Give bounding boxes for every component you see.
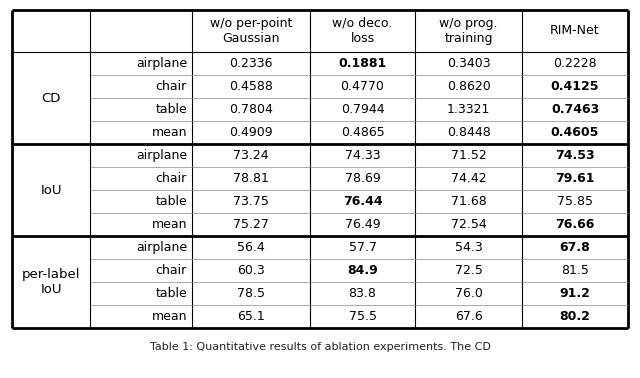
Text: 0.8620: 0.8620 <box>447 80 490 93</box>
Text: w/o prog.
training: w/o prog. training <box>439 17 498 45</box>
Text: 0.1881: 0.1881 <box>339 57 387 70</box>
Text: 81.5: 81.5 <box>561 264 589 277</box>
Text: 80.2: 80.2 <box>559 310 591 323</box>
Text: 76.66: 76.66 <box>556 218 595 231</box>
Text: table: table <box>156 103 187 116</box>
Text: 91.2: 91.2 <box>559 287 591 300</box>
Text: 78.81: 78.81 <box>233 172 269 185</box>
Text: 0.2228: 0.2228 <box>553 57 597 70</box>
Text: 60.3: 60.3 <box>237 264 265 277</box>
Text: mean: mean <box>152 310 187 323</box>
Text: 0.4770: 0.4770 <box>340 80 385 93</box>
Text: airplane: airplane <box>136 57 187 70</box>
Text: 71.52: 71.52 <box>451 149 486 162</box>
Text: mean: mean <box>152 126 187 139</box>
Text: 0.7944: 0.7944 <box>340 103 384 116</box>
Text: 54.3: 54.3 <box>454 241 483 254</box>
Text: 0.7463: 0.7463 <box>551 103 599 116</box>
Text: 0.8448: 0.8448 <box>447 126 490 139</box>
Text: 74.33: 74.33 <box>345 149 380 162</box>
Text: 0.4865: 0.4865 <box>340 126 385 139</box>
Text: 65.1: 65.1 <box>237 310 265 323</box>
Text: 75.85: 75.85 <box>557 195 593 208</box>
Text: w/o per-point
Gaussian: w/o per-point Gaussian <box>210 17 292 45</box>
Text: table: table <box>156 195 187 208</box>
Text: 1.3321: 1.3321 <box>447 103 490 116</box>
Text: 0.7804: 0.7804 <box>229 103 273 116</box>
Text: 67.6: 67.6 <box>454 310 483 323</box>
Text: 56.4: 56.4 <box>237 241 265 254</box>
Text: table: table <box>156 287 187 300</box>
Text: 78.5: 78.5 <box>237 287 265 300</box>
Text: mean: mean <box>152 218 187 231</box>
Text: 0.4605: 0.4605 <box>551 126 599 139</box>
Text: 76.0: 76.0 <box>454 287 483 300</box>
Text: 0.4125: 0.4125 <box>551 80 599 93</box>
Text: Table 1: Quantitative results of ablation experiments. The CD: Table 1: Quantitative results of ablatio… <box>150 342 490 352</box>
Text: 74.42: 74.42 <box>451 172 486 185</box>
Text: 73.75: 73.75 <box>233 195 269 208</box>
Text: 75.5: 75.5 <box>349 310 376 323</box>
Text: CD: CD <box>42 91 61 104</box>
Text: 57.7: 57.7 <box>349 241 376 254</box>
Text: 72.54: 72.54 <box>451 218 486 231</box>
Text: per-label
IoU: per-label IoU <box>22 268 80 296</box>
Text: 83.8: 83.8 <box>349 287 376 300</box>
Text: 0.4909: 0.4909 <box>229 126 273 139</box>
Text: 71.68: 71.68 <box>451 195 486 208</box>
Text: 0.4588: 0.4588 <box>229 80 273 93</box>
Text: 84.9: 84.9 <box>347 264 378 277</box>
Text: w/o deco.
loss: w/o deco. loss <box>332 17 392 45</box>
Text: 73.24: 73.24 <box>233 149 269 162</box>
Text: 67.8: 67.8 <box>559 241 590 254</box>
Text: chair: chair <box>156 80 187 93</box>
Text: chair: chair <box>156 264 187 277</box>
Text: 72.5: 72.5 <box>454 264 483 277</box>
Text: 0.2336: 0.2336 <box>229 57 273 70</box>
Text: IoU: IoU <box>40 183 61 197</box>
Text: 78.69: 78.69 <box>344 172 380 185</box>
Text: chair: chair <box>156 172 187 185</box>
Text: 79.61: 79.61 <box>556 172 595 185</box>
Text: 76.49: 76.49 <box>345 218 380 231</box>
Text: 0.3403: 0.3403 <box>447 57 490 70</box>
Text: RIM-Net: RIM-Net <box>550 25 600 37</box>
Text: 74.53: 74.53 <box>555 149 595 162</box>
Text: 75.27: 75.27 <box>233 218 269 231</box>
Text: 76.44: 76.44 <box>342 195 382 208</box>
Text: airplane: airplane <box>136 149 187 162</box>
Text: airplane: airplane <box>136 241 187 254</box>
